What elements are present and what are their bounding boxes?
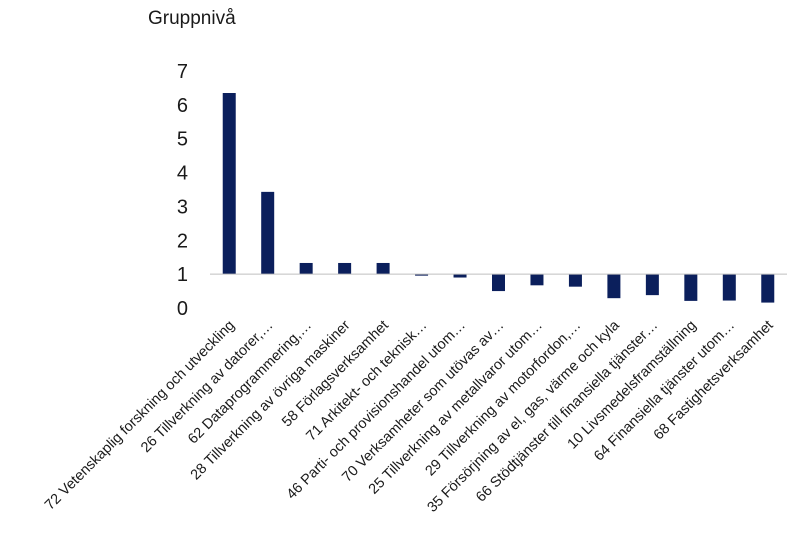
bar <box>722 274 736 301</box>
bar <box>645 274 659 296</box>
y-tick-label: 5 <box>177 129 188 151</box>
bar <box>492 274 505 292</box>
bar <box>376 262 390 275</box>
chart-title: Gruppnivå <box>148 8 236 29</box>
bar <box>299 262 313 275</box>
bar <box>568 274 582 287</box>
y-tick-label: 6 <box>177 95 188 117</box>
bar <box>453 274 467 278</box>
y-tick-label: 2 <box>177 230 188 252</box>
y-tick-label: 7 <box>177 61 188 83</box>
bar <box>222 93 236 275</box>
bar <box>261 191 275 275</box>
y-tick-label: 3 <box>177 196 188 218</box>
bar <box>338 262 352 275</box>
bar <box>684 274 698 301</box>
bar <box>530 274 544 286</box>
bar <box>761 274 775 303</box>
bar <box>607 274 621 299</box>
y-tick-label: 4 <box>177 163 188 185</box>
bar <box>415 274 429 276</box>
x-tick-label: 64 Finansiella tjänster utom… <box>591 318 738 465</box>
y-tick-label: 0 <box>177 298 188 320</box>
y-tick-label: 1 <box>177 264 188 286</box>
